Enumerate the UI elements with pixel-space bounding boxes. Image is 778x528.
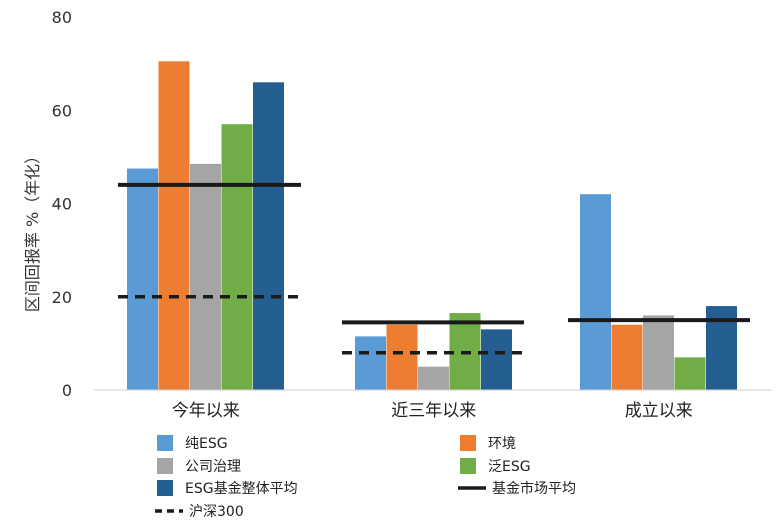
bar (386, 324, 418, 390)
y-tick-label: 80 (52, 8, 72, 27)
bar (221, 124, 253, 391)
legend-swatch (460, 458, 476, 474)
y-tick-label: 60 (52, 101, 72, 120)
bar (127, 168, 158, 390)
legend-label: 基金市场平均 (492, 480, 576, 497)
legend-swatch (157, 480, 173, 496)
legend-label: ESG基金整体平均 (185, 480, 298, 497)
bar (253, 82, 284, 391)
legend-label: 沪深300 (189, 504, 244, 520)
y-tick-label: 20 (52, 288, 72, 307)
bars (127, 61, 737, 391)
bar (418, 366, 449, 390)
bar (674, 357, 706, 390)
bar (190, 163, 221, 390)
legend-label: 泛ESG (488, 459, 531, 475)
x-category-label: 近三年以来 (391, 401, 476, 421)
bar (355, 336, 386, 390)
legend-swatch (157, 458, 173, 474)
bar (481, 329, 512, 390)
bar (158, 61, 190, 390)
bar (643, 315, 674, 390)
reference-lines (118, 182, 750, 355)
y-axis-label: 区间回报率 %（年化） (23, 148, 42, 312)
x-category-label: 今年以来 (172, 401, 240, 421)
legend-swatch (460, 435, 476, 451)
y-axis-ticks: 0 20 40 60 80 (52, 8, 72, 400)
legend-label: 纯ESG (185, 436, 228, 452)
legend-swatch (157, 435, 173, 451)
category-labels: 今年以来 近三年以来 成立以来 (172, 401, 693, 421)
y-tick-label: 40 (52, 195, 72, 214)
legend-label: 公司治理 (185, 459, 241, 475)
y-tick-label: 0 (62, 381, 72, 400)
bar (611, 324, 643, 390)
legend-label: 环境 (488, 436, 516, 452)
x-category-label: 成立以来 (625, 401, 693, 421)
bar (580, 194, 611, 390)
